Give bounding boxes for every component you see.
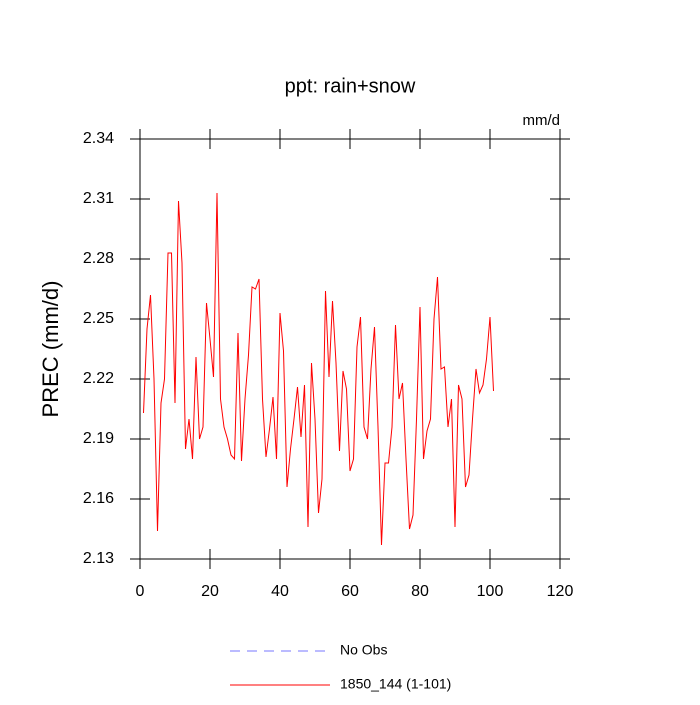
- x-tick-label: 80: [411, 583, 429, 600]
- plot-frame: [139, 138, 561, 560]
- legend-label: No Obs: [340, 642, 387, 658]
- y-tick-label: 2.34: [83, 130, 114, 147]
- y-tick-label: 2.25: [83, 310, 114, 327]
- y-axis-label: PREC (mm/d): [38, 281, 63, 418]
- x-tick-label: 100: [477, 583, 504, 600]
- x-tick-label: 0: [136, 583, 145, 600]
- y-tick-label: 2.28: [83, 250, 114, 267]
- y-tick-label: 2.19: [83, 430, 114, 447]
- x-tick-label: 60: [341, 583, 359, 600]
- y-tick-label: 2.16: [83, 490, 114, 507]
- chart-title: ppt: rain+snow: [285, 75, 416, 97]
- x-tick-label: 20: [201, 583, 219, 600]
- y-tick-label: 2.31: [83, 190, 114, 207]
- y-tick-label: 2.22: [83, 370, 114, 387]
- x-tick-label: 40: [271, 583, 289, 600]
- units-label: mm/d: [523, 112, 561, 129]
- data-line: [143, 192, 494, 546]
- y-tick-label: 2.13: [83, 550, 114, 567]
- x-tick-label: 120: [547, 583, 574, 600]
- legend-label: 1850_144 (1-101): [340, 676, 451, 692]
